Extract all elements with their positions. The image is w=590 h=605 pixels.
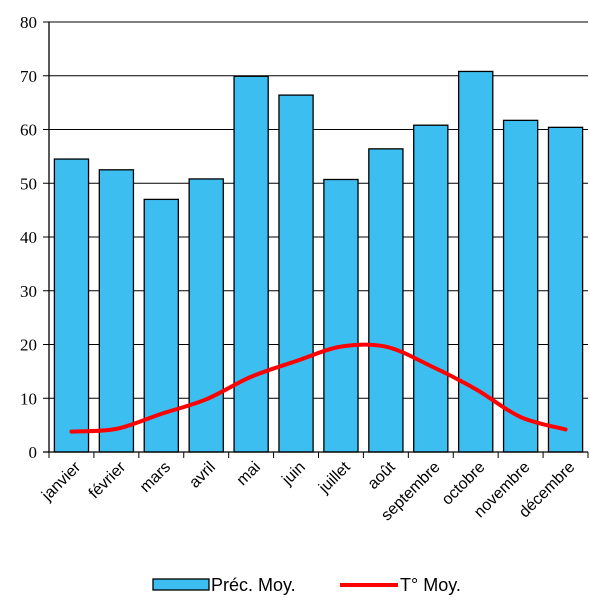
y-tick-label: 70 <box>20 67 37 86</box>
gridlines <box>49 21 588 399</box>
temperature-series-line <box>69 342 568 434</box>
temperature-point-mars <box>160 413 162 415</box>
temperature-line <box>69 342 568 434</box>
bar-décembre <box>547 126 584 453</box>
bar-juillet <box>323 178 359 453</box>
temperature-point-mai <box>250 376 252 378</box>
y-tick-label: 80 <box>20 13 37 32</box>
legend-swatch-bar <box>152 578 210 591</box>
temperature-point-novembre <box>520 416 522 418</box>
legend-label-precipitation: Préc. Moy. <box>211 575 296 595</box>
bar-septembre <box>413 124 449 453</box>
x-label-mars: mars <box>137 459 174 496</box>
temperature-point-janvier <box>70 431 72 433</box>
y-tick-label: 30 <box>20 282 37 301</box>
bar-juin <box>278 94 314 453</box>
legend: Préc. Moy. T° Moy. <box>152 575 461 595</box>
x-label-avril: avril <box>186 459 219 492</box>
bars <box>53 70 584 453</box>
y-tick-label: 60 <box>20 121 37 140</box>
temperature-point-septembre <box>430 365 432 367</box>
x-axis-labels: janvier février mars avril mai juin juillet aoû… <box>38 458 578 524</box>
x-label-août: août <box>365 458 399 492</box>
x-label-mai: mai <box>234 459 264 489</box>
temperature-point-juin <box>295 360 297 362</box>
temperature-point-décembre <box>565 428 567 430</box>
temperature-point-août <box>385 346 387 348</box>
bar-mai <box>233 75 269 453</box>
bar-avril <box>188 178 224 453</box>
y-tick-label: 0 <box>29 443 38 462</box>
temperature-point-juillet <box>340 346 342 348</box>
y-tick-label: 20 <box>20 336 37 355</box>
y-axis-ticks: 0 10 20 30 40 50 60 70 80 <box>20 13 49 462</box>
x-label-juin: juin <box>279 459 309 489</box>
y-tick-label: 50 <box>20 174 37 193</box>
y-tick-label: 40 <box>20 228 37 247</box>
x-label-janvier: janvier <box>38 458 85 505</box>
bar-février <box>98 169 135 453</box>
temperature-point-avril <box>205 398 207 400</box>
temperature-point-octobre <box>475 388 477 390</box>
legend-label-temperature: T° Moy. <box>400 575 461 595</box>
x-label-juillet: juillet <box>315 458 354 497</box>
bar-janvier <box>53 158 90 453</box>
x-label-février: février <box>86 458 130 502</box>
bar-novembre <box>502 119 539 453</box>
bar-août <box>368 148 404 453</box>
y-tick-label: 10 <box>20 389 37 408</box>
temperature-point-février <box>115 428 117 430</box>
